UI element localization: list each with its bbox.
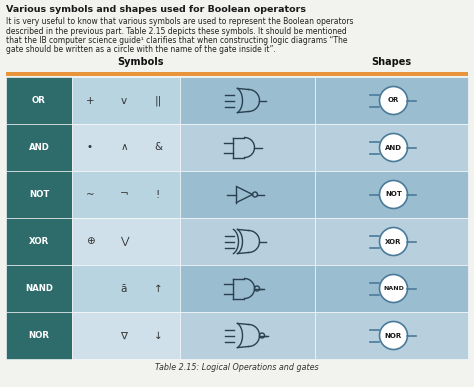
Text: OR: OR [388, 98, 399, 103]
Text: AND: AND [28, 143, 49, 152]
Text: ā: ā [121, 284, 127, 293]
Text: XOR: XOR [29, 237, 49, 246]
Text: Symbols: Symbols [118, 57, 164, 67]
Text: It is very useful to know that various symbols are used to represent the Boolean: It is very useful to know that various s… [6, 17, 354, 26]
Text: +: + [86, 96, 94, 106]
Text: Shapes: Shapes [372, 57, 411, 67]
Text: NOR: NOR [385, 332, 402, 339]
Text: ⋁: ⋁ [120, 236, 128, 247]
Text: ↓: ↓ [154, 330, 163, 341]
Text: v: v [121, 96, 127, 106]
Text: ~: ~ [86, 190, 94, 200]
Text: ||: || [155, 95, 162, 106]
Text: XOR: XOR [385, 238, 402, 245]
Text: that the IB computer science guide¹ clarifies that when constructing logic diagr: that the IB computer science guide¹ clar… [6, 36, 347, 45]
Text: ¬: ¬ [119, 190, 128, 200]
FancyBboxPatch shape [315, 77, 468, 124]
FancyBboxPatch shape [315, 218, 468, 265]
FancyBboxPatch shape [72, 265, 180, 312]
FancyBboxPatch shape [6, 171, 72, 218]
Text: NOT: NOT [29, 190, 49, 199]
FancyBboxPatch shape [315, 265, 468, 312]
Circle shape [380, 87, 408, 115]
FancyBboxPatch shape [180, 77, 315, 124]
Text: Table 2.15: Logical Operations and gates: Table 2.15: Logical Operations and gates [155, 363, 319, 372]
Text: !: ! [156, 190, 160, 200]
Text: ∧: ∧ [120, 142, 128, 152]
FancyBboxPatch shape [72, 312, 180, 359]
Text: Various symbols and shapes used for Boolean operators: Various symbols and shapes used for Bool… [6, 5, 306, 14]
FancyBboxPatch shape [180, 171, 315, 218]
Text: ∇: ∇ [120, 330, 128, 341]
Circle shape [380, 274, 408, 303]
Circle shape [380, 228, 408, 255]
Text: gate should be written as a circle with the name of the gate inside it”.: gate should be written as a circle with … [6, 46, 276, 55]
FancyBboxPatch shape [315, 171, 468, 218]
Text: •: • [87, 142, 93, 152]
Circle shape [380, 180, 408, 209]
Text: AND: AND [385, 144, 402, 151]
FancyBboxPatch shape [180, 265, 315, 312]
Text: NAND: NAND [383, 286, 404, 291]
FancyBboxPatch shape [180, 312, 315, 359]
FancyBboxPatch shape [6, 124, 72, 171]
FancyBboxPatch shape [315, 124, 468, 171]
FancyBboxPatch shape [315, 312, 468, 359]
Text: NAND: NAND [25, 284, 53, 293]
Circle shape [380, 134, 408, 161]
Text: NOT: NOT [385, 192, 402, 197]
FancyBboxPatch shape [72, 77, 180, 124]
Text: NOR: NOR [28, 331, 49, 340]
FancyBboxPatch shape [6, 218, 72, 265]
Text: described in the previous part. Table 2.15 depicts these symbols. It should be m: described in the previous part. Table 2.… [6, 26, 347, 36]
Circle shape [380, 322, 408, 349]
FancyBboxPatch shape [6, 312, 72, 359]
FancyBboxPatch shape [180, 218, 315, 265]
FancyBboxPatch shape [72, 124, 180, 171]
FancyBboxPatch shape [72, 171, 180, 218]
FancyBboxPatch shape [180, 124, 315, 171]
FancyBboxPatch shape [72, 218, 180, 265]
Text: &: & [154, 142, 162, 152]
FancyBboxPatch shape [6, 265, 72, 312]
FancyBboxPatch shape [6, 72, 468, 76]
Text: ⊕: ⊕ [86, 236, 94, 247]
FancyBboxPatch shape [6, 77, 72, 124]
Text: ↑: ↑ [154, 284, 163, 293]
Text: OR: OR [32, 96, 46, 105]
